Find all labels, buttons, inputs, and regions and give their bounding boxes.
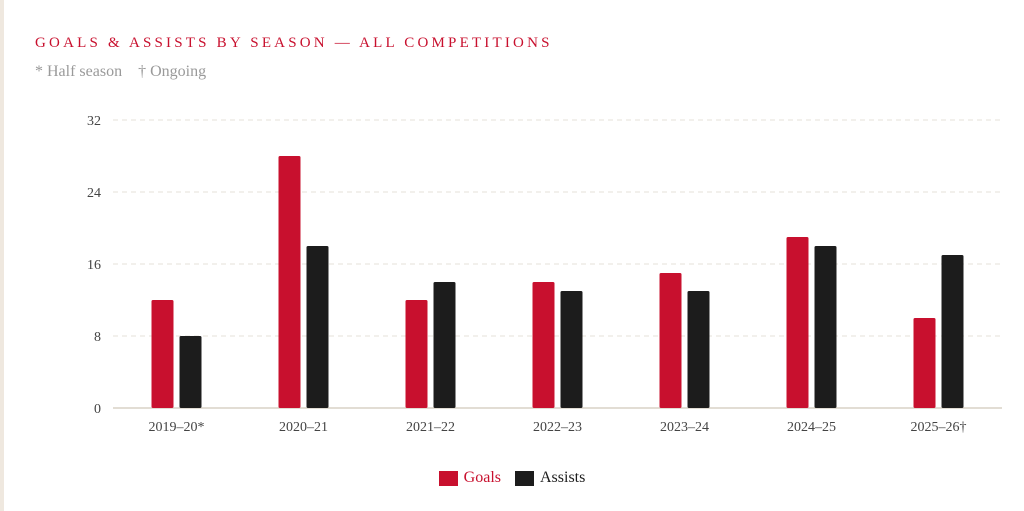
y-tick-label: 8 [94, 330, 101, 345]
x-tick-label: 2023–24 [660, 420, 709, 435]
bar-goals [786, 237, 809, 408]
y-tick-label: 32 [87, 114, 101, 129]
legend-item-assists[interactable]: Assists [514, 469, 586, 487]
x-tick-label: 2025–26† [911, 420, 967, 435]
page-edge [0, 0, 4, 511]
bar-assists [687, 291, 710, 408]
y-tick-label: 0 [94, 402, 101, 417]
bar-goals [151, 300, 174, 408]
legend-item-goals[interactable]: Goals [438, 469, 501, 487]
bar-goals [405, 300, 428, 408]
legend: Goals Assists [0, 469, 1024, 487]
bar-assists [306, 246, 329, 408]
bar-assists [941, 255, 964, 408]
bar-goals [913, 318, 936, 408]
x-tick-label: 2024–25 [787, 420, 836, 435]
y-tick-label: 24 [87, 186, 101, 201]
x-tick-label: 2022–23 [533, 420, 582, 435]
x-tick-label: 2019–20* [149, 420, 205, 435]
bar-goals [278, 156, 301, 408]
x-tick-label: 2020–21 [279, 420, 328, 435]
legend-label-assists: Assists [539, 469, 586, 486]
bar-assists [179, 336, 202, 408]
bar-goals [532, 282, 555, 408]
chart-title: GOALS & ASSISTS BY SEASON — ALL COMPETIT… [35, 35, 553, 51]
x-tick-label: 2021–22 [406, 420, 455, 435]
legend-swatch-assists [514, 470, 534, 486]
bar-assists [560, 291, 583, 408]
bar-assists [814, 246, 837, 408]
y-tick-label: 16 [87, 258, 101, 273]
chart-notes: * Half season † Ongoing [35, 63, 218, 81]
note-ongoing: † Ongoing [138, 63, 207, 80]
bar-assists [433, 282, 456, 408]
legend-swatch-goals [438, 470, 458, 486]
note-half-season: * Half season [35, 63, 123, 80]
legend-label-goals: Goals [463, 469, 501, 486]
bar-goals [659, 273, 682, 408]
